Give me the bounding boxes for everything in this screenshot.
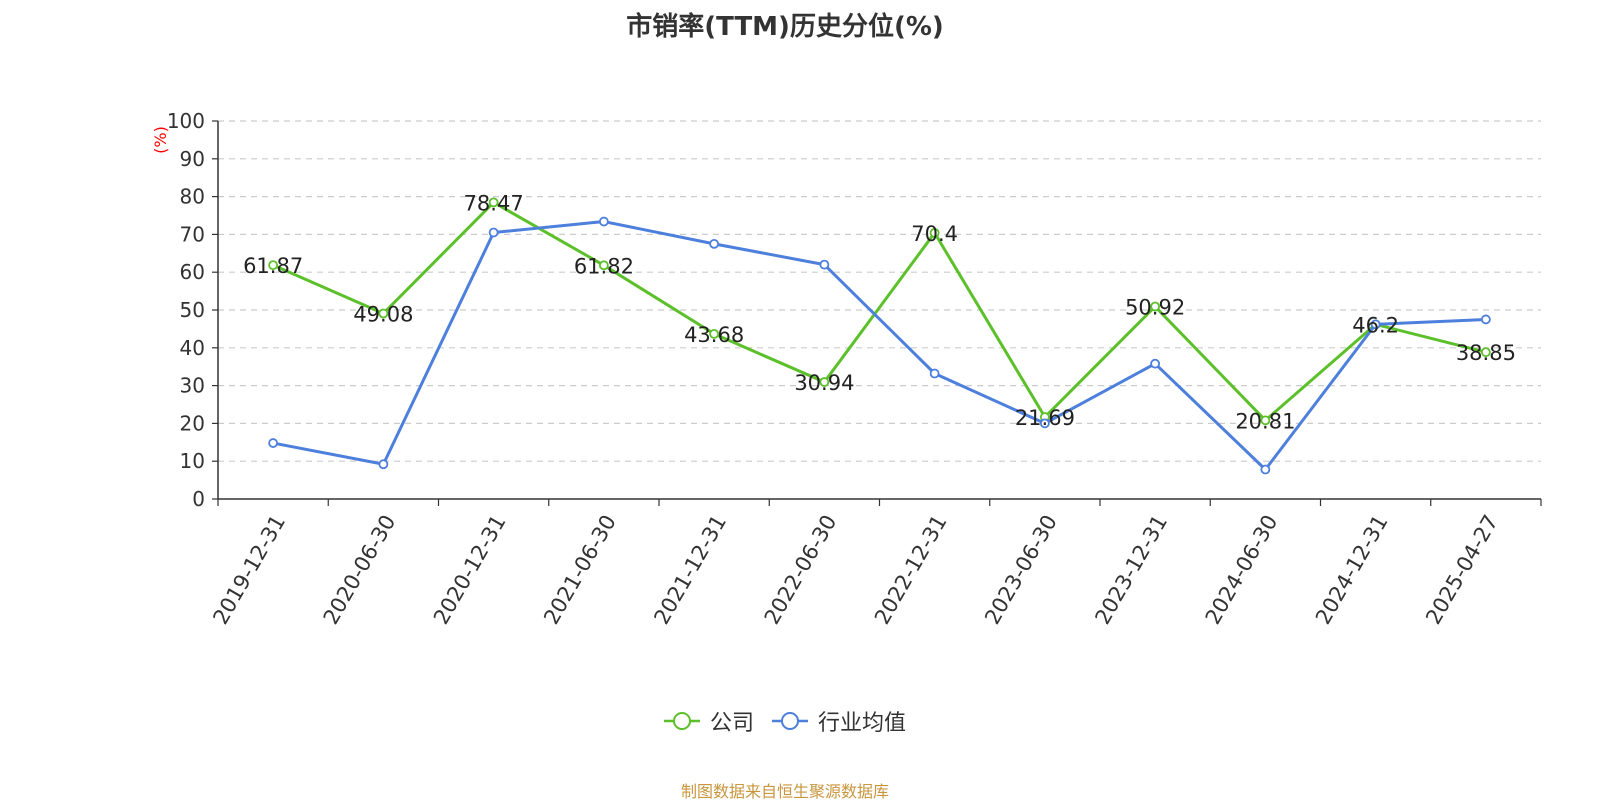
legend-marker-icon [772,712,808,730]
data-point [819,377,830,387]
axes: 0 10 20 30 40 50 60 70 80 90 100(%) 2019-12-31 2020-… [151,109,1542,629]
x-tick-label: 2025-04-27 [1421,511,1503,629]
x-tick-label: 2021-06-30 [539,511,621,629]
data-point [929,368,940,379]
x-tick-label: 2019-12-31 [208,511,290,629]
data-point [1370,319,1381,330]
x-tick-label: 2020-06-30 [319,511,401,629]
data-point [488,197,499,208]
data-label: 38.85 [1456,341,1516,365]
x-tick-label: 2022-06-30 [760,511,842,629]
data-point [268,260,279,271]
y-tick-label: 30 [180,374,205,398]
series-line-0 [272,200,1487,422]
data-point [598,260,609,271]
data-label: 49.08 [353,302,413,326]
data-point [1150,358,1161,369]
data-label: 21.69 [1015,406,1075,430]
data-point [1480,347,1491,358]
source-footer: 制图数据来自恒生聚源数据库 [680,782,889,801]
data-point [709,238,720,249]
y-tick-label: 20 [180,411,205,435]
y-tick-label: 40 [180,336,205,360]
x-tick-label: 2023-12-31 [1090,511,1172,629]
grid-lines [218,120,1541,462]
y-tick-label: 100 [167,109,205,133]
y-tick-label: 80 [180,185,205,209]
data-label: 70.4 [911,222,958,246]
data-point [1480,314,1491,325]
legend: 公司 行业均值 [0,705,1570,737]
data-point [378,459,389,470]
legend-label: 公司 [709,711,754,736]
data-label: 30.94 [794,371,854,395]
data-label: 46.2 [1352,313,1399,337]
x-tick-label: 2020-12-31 [429,511,511,629]
y-tick-label: 0 [192,487,205,511]
data-labels: 61.87 49.08 78.47 61.82 43.68 30.94 70.4 21.69 5… [243,191,1516,433]
data-point [598,216,609,227]
y-tick-label: 60 [180,260,205,284]
data-label: 78.47 [464,191,524,215]
data-point [1150,301,1161,312]
x-tick-label: 2023-06-30 [980,511,1062,629]
data-point [929,227,940,238]
chart-title: 市销率(TTM)历史分位(%) [626,12,944,42]
data-point [268,438,279,448]
series-line-1 [272,220,1486,472]
data-point [819,259,830,270]
data-label: 61.82 [574,254,634,278]
x-tick-label: 2024-12-31 [1311,511,1393,629]
data-label: 61.87 [243,254,303,278]
y-tick-label: 90 [180,147,205,171]
data-point [488,227,499,238]
x-tick-label: 2022-12-31 [870,511,952,629]
y-tick-label: 50 [180,298,205,322]
y-axis-label: (%) [151,126,170,154]
legend-item-0[interactable]: 公司 [663,705,754,737]
legend-label: 行业均值 [818,711,907,736]
data-point [1039,418,1050,429]
x-tick-label: 2021-12-31 [649,511,731,629]
data-point [378,308,389,319]
data-point [1260,415,1271,426]
data-point [709,328,720,339]
legend-marker-icon [663,712,700,730]
x-tick-label: 2024-06-30 [1201,511,1283,629]
series-lines [268,197,1491,475]
data-point [1260,464,1271,475]
y-tick-label: 10 [180,449,205,473]
data-label: 20.81 [1235,409,1295,433]
data-label: 50.92 [1125,296,1185,320]
legend-item-1[interactable]: 行业均值 [772,705,906,737]
data-label: 43.68 [684,323,744,347]
y-tick-label: 70 [180,222,205,246]
